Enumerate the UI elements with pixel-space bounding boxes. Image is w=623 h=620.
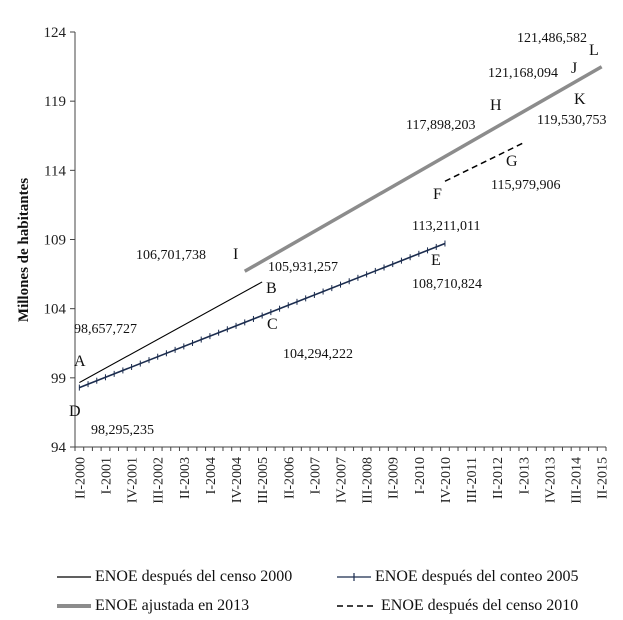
annotation-letter-j: J — [571, 60, 577, 77]
series-enoe-despu-s-del-censo-2000-line — [79, 281, 263, 384]
x-tick-label: II-2015 — [596, 457, 611, 499]
annotation-value-b: 105,931,257 — [268, 260, 338, 275]
annotation-letter-c: C — [267, 316, 278, 333]
y-tick-label: 109 — [44, 233, 67, 249]
annotations: A 98,657,727 B 105,931,257 C 104,294,222 D 98,2… — [69, 31, 606, 438]
x-tick-label: II-2000 — [73, 457, 88, 499]
x-tick-label: I-2013 — [517, 457, 532, 494]
annotation-letter-k: K — [574, 91, 586, 108]
x-tick-label: IV-2004 — [230, 457, 245, 503]
x-tick-label: II-2006 — [282, 457, 297, 499]
annotation-letter-b: B — [266, 280, 277, 297]
annotation-letter-f: F — [433, 186, 442, 203]
x-tick-label: II-2012 — [491, 457, 506, 499]
annotation-value-l: 121,486,582 — [517, 31, 587, 46]
series-enoe-despu-s-del-censo-2010-line — [444, 142, 524, 182]
x-tick-label: I-2001 — [99, 457, 114, 494]
x-tick-label: I-2004 — [204, 457, 219, 494]
y-axis-label: Millones de habitantes — [16, 178, 32, 322]
annotation-value-d: 98,295,235 — [91, 423, 154, 438]
x-tick-label: II-2009 — [387, 457, 402, 499]
annotation-letter-e: E — [431, 252, 441, 269]
annotation-value-j: 121,168,094 — [488, 66, 558, 81]
annotation-value-e: 108,710,824 — [412, 277, 482, 292]
x-tick-label: III-2008 — [361, 457, 376, 504]
y-tick-label: 119 — [44, 94, 66, 110]
x-tick-label: I-2007 — [308, 457, 323, 494]
series-layer — [78, 65, 603, 391]
annotation-value-c: 104,294,222 — [283, 347, 353, 362]
x-tick-label: II-2003 — [178, 457, 193, 499]
annotation-value-i: 106,701,738 — [136, 248, 206, 263]
x-tick-label: III-2002 — [152, 457, 167, 504]
y-tick-label: 124 — [44, 25, 67, 41]
annotation-value-f: 113,211,011 — [412, 219, 480, 234]
y-tick-label: 114 — [44, 163, 66, 179]
annotation-value-a: 98,657,727 — [74, 322, 137, 337]
annotation-letter-i: I — [233, 246, 238, 263]
annotation-value-h: 117,898,203 — [406, 118, 475, 133]
x-tick-label: III-2011 — [465, 457, 480, 503]
annotation-letter-a: A — [74, 353, 86, 370]
annotation-letter-l: L — [589, 42, 599, 59]
y-tick-label: 99 — [51, 371, 66, 387]
annotation-letter-g: G — [506, 153, 518, 170]
y-tick-label: 94 — [51, 440, 67, 456]
axes: 94 99 104 109 114 119 124 II-2000 I-2001 IV-2001 I… — [44, 25, 611, 504]
x-tick-label: IV-2010 — [439, 457, 454, 503]
annotation-letter-h: H — [490, 97, 502, 114]
x-tick-label: IV-2001 — [126, 457, 141, 503]
x-tick-label: I-2010 — [413, 457, 428, 494]
y-tick-label: 104 — [44, 302, 67, 318]
x-tick-label: IV-2007 — [335, 457, 350, 503]
annotation-letter-d: D — [69, 403, 81, 420]
x-tick-label: III-2014 — [570, 457, 585, 504]
x-tick-label: III-2005 — [256, 457, 271, 504]
annotation-value-g: 115,979,906 — [491, 178, 560, 193]
annotation-value-k: 119,530,753 — [537, 113, 606, 128]
series-enoe-ajustada-en-2013-line — [243, 65, 603, 273]
x-tick-label: IV-2013 — [543, 457, 558, 503]
